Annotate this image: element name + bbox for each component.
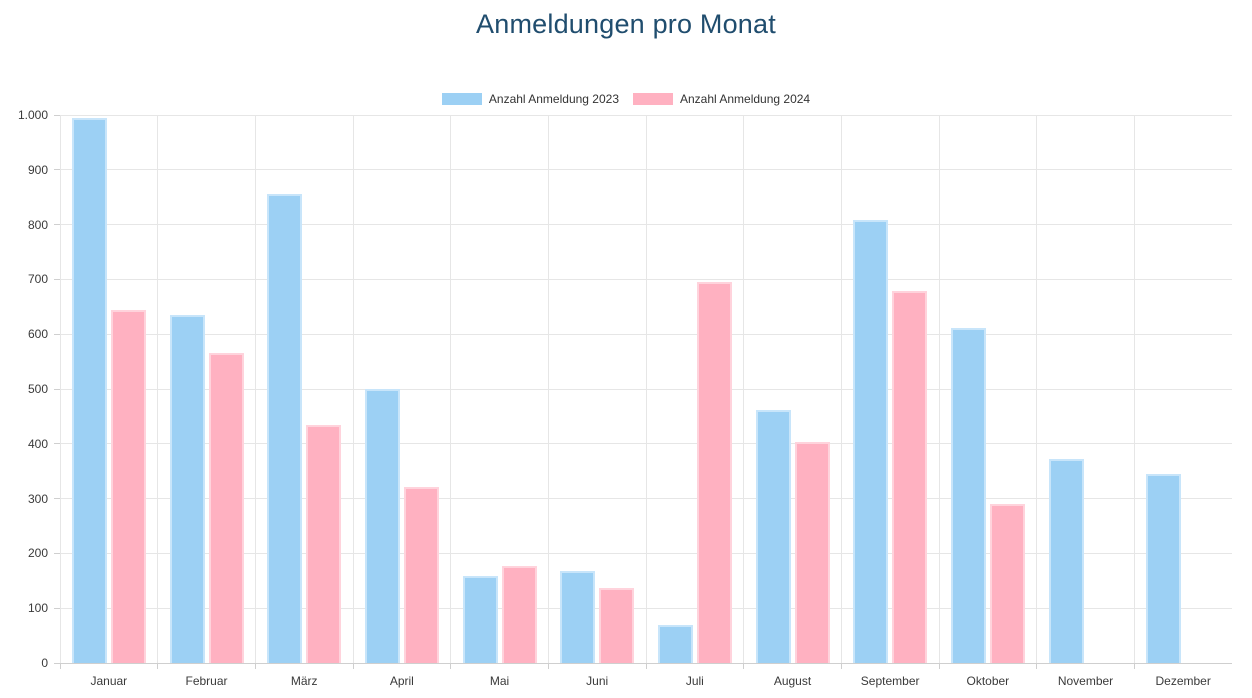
x-axis-label-september: September	[860, 674, 920, 688]
bar-2023-juni	[560, 571, 596, 663]
bar-2023-april	[364, 389, 400, 663]
bar-2024-januar	[110, 310, 146, 663]
y-axis-tick-1000	[54, 114, 60, 116]
y-axis-label-700: 700	[27, 272, 48, 287]
x-axis-tick-5	[547, 663, 549, 669]
bar-2024-juni	[599, 588, 635, 663]
x-axis-label-februar: Februar	[185, 674, 228, 688]
legend: Anzahl Anmeldung 2023 Anzahl Anmeldung 2…	[0, 92, 1252, 106]
legend-label-2024: Anzahl Anmeldung 2024	[680, 92, 811, 106]
x-axis-tick-1	[157, 663, 159, 669]
gridline-v-10	[1036, 115, 1038, 663]
gridline-v-9	[938, 115, 940, 663]
gridline-v-11	[1133, 115, 1135, 663]
bar-2024-april	[403, 487, 439, 663]
bar-2023-mai	[462, 576, 498, 663]
gridline-v-6	[645, 115, 647, 663]
x-axis-label-mai: Mai	[489, 674, 510, 688]
x-axis-tick-11	[1133, 663, 1135, 669]
bar-2024-mrz	[306, 425, 342, 663]
y-axis-tick-0	[54, 662, 60, 664]
x-axis-label-april: April	[389, 674, 414, 688]
y-axis-tick-500	[54, 388, 60, 390]
bar-2023-november	[1048, 459, 1084, 663]
bar-2023-februar	[169, 315, 205, 663]
bar-2023-august	[755, 410, 791, 663]
y-axis-tick-800	[54, 224, 60, 226]
y-axis-label-100: 100	[27, 601, 48, 616]
bar-2023-oktober	[950, 328, 986, 663]
y-axis-label-400: 400	[27, 436, 48, 451]
y-axis-label-200: 200	[27, 546, 48, 561]
bar-2023-september	[853, 220, 889, 663]
gridline-v-1	[157, 115, 159, 663]
bar-2024-mai	[501, 566, 537, 663]
bar-2024-juli	[696, 282, 732, 663]
y-axis-tick-600	[54, 333, 60, 335]
x-axis-label-november: November	[1057, 674, 1114, 688]
x-axis-tick-9	[938, 663, 940, 669]
y-axis-tick-900	[54, 169, 60, 171]
bar-2024-oktober	[989, 504, 1025, 663]
y-axis-label-500: 500	[27, 382, 48, 396]
y-axis-label-1000: 1.000	[17, 108, 48, 122]
x-axis-tick-6	[645, 663, 647, 669]
y-axis-label-0: 0	[41, 656, 48, 670]
chart-title: Anmeldungen pro Monat	[476, 9, 776, 39]
x-axis-label-august: August	[773, 674, 812, 688]
y-axis-label-900: 900	[27, 162, 48, 177]
x-axis-tick-2	[254, 663, 256, 669]
x-axis-tick-10	[1036, 663, 1038, 669]
x-axis-tick-7	[743, 663, 745, 669]
x-axis-label-dezember: Dezember	[1155, 674, 1211, 688]
x-axis-tick-0	[59, 663, 61, 669]
bar-2023-mrz	[267, 194, 303, 663]
y-axis-tick-400	[54, 443, 60, 445]
gridline-v-4	[450, 115, 452, 663]
y-axis-tick-200	[54, 552, 60, 554]
gridline-v-0	[59, 115, 61, 663]
bar-2024-februar	[208, 353, 244, 663]
y-axis-label-800: 800	[27, 217, 48, 232]
legend-swatch-2024-icon	[633, 93, 673, 105]
x-axis-label-juni: Juni	[586, 674, 609, 688]
y-axis-label-600: 600	[27, 327, 48, 342]
plot-area: 1.000 900 800 700 600 500 400 300 200 100 0 Januar F…	[18, 108, 1232, 688]
bar-2023-juli	[657, 625, 693, 663]
x-axis-tick-4	[450, 663, 452, 669]
bar-2024-september	[892, 291, 928, 663]
y-axis-tick-100	[54, 607, 60, 609]
x-axis-label-juli: Juli	[685, 674, 704, 688]
bar-2023-dezember	[1146, 474, 1182, 663]
bar-2023-januar	[71, 118, 107, 663]
gridline-v-7	[743, 115, 745, 663]
gridline-v-2	[254, 115, 256, 663]
x-axis-tick-8	[840, 663, 842, 669]
legend-swatch-2023-icon	[441, 93, 482, 105]
gridline-v-5	[547, 115, 549, 663]
bar-2024-august	[794, 442, 830, 663]
gridline-v-3	[352, 115, 354, 663]
x-axis-label-oktober: Oktober	[966, 674, 1010, 688]
x-axis-label-januar: Januar	[90, 674, 128, 688]
legend-item-2024[interactable]: Anzahl Anmeldung 2024	[633, 92, 810, 106]
x-axis-label-mrz: März	[290, 674, 318, 688]
gridline-v-8	[840, 115, 842, 663]
x-axis-tick-3	[352, 663, 354, 669]
y-axis-tick-300	[54, 498, 60, 500]
y-axis-label-300: 300	[27, 491, 48, 506]
y-axis-tick-700	[54, 278, 60, 280]
legend-item-2023[interactable]: Anzahl Anmeldung 2023	[441, 92, 619, 106]
legend-label-2023: Anzahl Anmeldung 2023	[488, 92, 619, 106]
